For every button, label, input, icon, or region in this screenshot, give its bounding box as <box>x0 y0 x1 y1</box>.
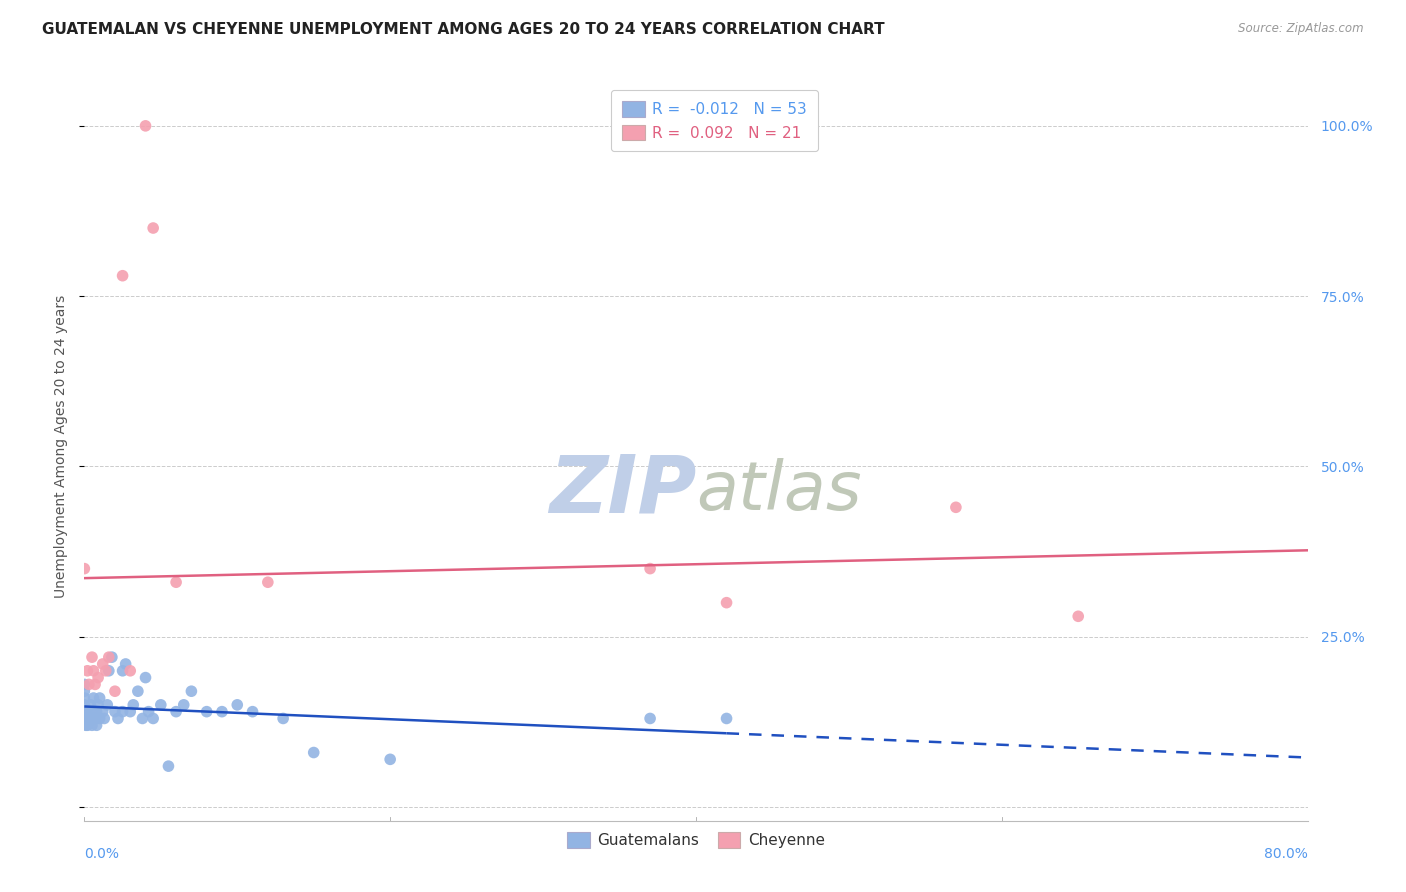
Point <box>76 718 98 732</box>
Point <box>73 684 96 698</box>
Text: atlas: atlas <box>696 458 862 524</box>
Point <box>257 575 280 590</box>
Point <box>75 718 97 732</box>
Point <box>80 718 103 732</box>
Point <box>86 705 108 719</box>
Point <box>76 664 98 678</box>
Point <box>73 711 96 725</box>
Point <box>120 664 142 678</box>
Point <box>83 664 105 678</box>
Text: ZIP: ZIP <box>548 452 696 530</box>
Point <box>945 500 967 515</box>
Point <box>94 664 117 678</box>
Text: GUATEMALAN VS CHEYENNE UNEMPLOYMENT AMONG AGES 20 TO 24 YEARS CORRELATION CHART: GUATEMALAN VS CHEYENNE UNEMPLOYMENT AMON… <box>42 22 884 37</box>
Point <box>111 705 134 719</box>
Y-axis label: Unemployment Among Ages 20 to 24 years: Unemployment Among Ages 20 to 24 years <box>55 294 69 598</box>
Point <box>87 671 110 685</box>
Point <box>142 711 165 725</box>
Point <box>83 691 105 706</box>
Point <box>716 711 738 725</box>
Text: Source: ZipAtlas.com: Source: ZipAtlas.com <box>1239 22 1364 36</box>
Point <box>122 698 145 712</box>
Point <box>93 711 115 725</box>
Point <box>79 698 101 712</box>
Point <box>80 650 103 665</box>
Point <box>77 677 100 691</box>
Point <box>97 664 120 678</box>
Point <box>149 698 172 712</box>
Point <box>84 711 107 725</box>
Point <box>638 711 661 725</box>
Legend: Guatemalans, Cheyenne: Guatemalans, Cheyenne <box>561 826 831 855</box>
Text: 0.0%: 0.0% <box>84 847 120 861</box>
Point <box>89 691 111 706</box>
Point <box>96 698 118 712</box>
Point <box>131 711 153 725</box>
Point <box>84 677 107 691</box>
Point <box>135 671 157 685</box>
Point <box>211 705 233 719</box>
Point <box>138 705 160 719</box>
Point <box>165 575 187 590</box>
Point <box>165 705 187 719</box>
Text: 80.0%: 80.0% <box>1264 847 1308 861</box>
Point <box>73 677 96 691</box>
Point <box>73 698 96 712</box>
Point <box>73 561 96 575</box>
Point <box>302 746 325 760</box>
Point <box>87 698 110 712</box>
Point <box>1067 609 1090 624</box>
Point <box>91 657 114 671</box>
Point <box>89 711 111 725</box>
Point <box>83 711 105 725</box>
Point <box>173 698 195 712</box>
Point <box>104 705 127 719</box>
Point <box>111 268 134 283</box>
Point <box>107 711 129 725</box>
Point <box>135 119 157 133</box>
Point <box>380 752 402 766</box>
Point <box>73 691 96 706</box>
Point <box>127 684 149 698</box>
Point <box>111 664 134 678</box>
Point <box>142 221 165 235</box>
Point <box>157 759 180 773</box>
Point <box>638 561 661 575</box>
Point <box>73 705 96 719</box>
Point <box>80 705 103 719</box>
Point <box>242 705 264 719</box>
Point <box>77 711 100 725</box>
Point <box>73 711 96 725</box>
Point <box>97 650 120 665</box>
Point <box>75 705 97 719</box>
Point <box>114 657 136 671</box>
Point <box>271 711 294 725</box>
Point <box>91 705 114 719</box>
Point <box>120 705 142 719</box>
Point <box>195 705 218 719</box>
Point <box>180 684 202 698</box>
Point <box>101 650 124 665</box>
Point <box>226 698 249 712</box>
Point <box>86 718 108 732</box>
Point <box>716 596 738 610</box>
Point <box>104 684 127 698</box>
